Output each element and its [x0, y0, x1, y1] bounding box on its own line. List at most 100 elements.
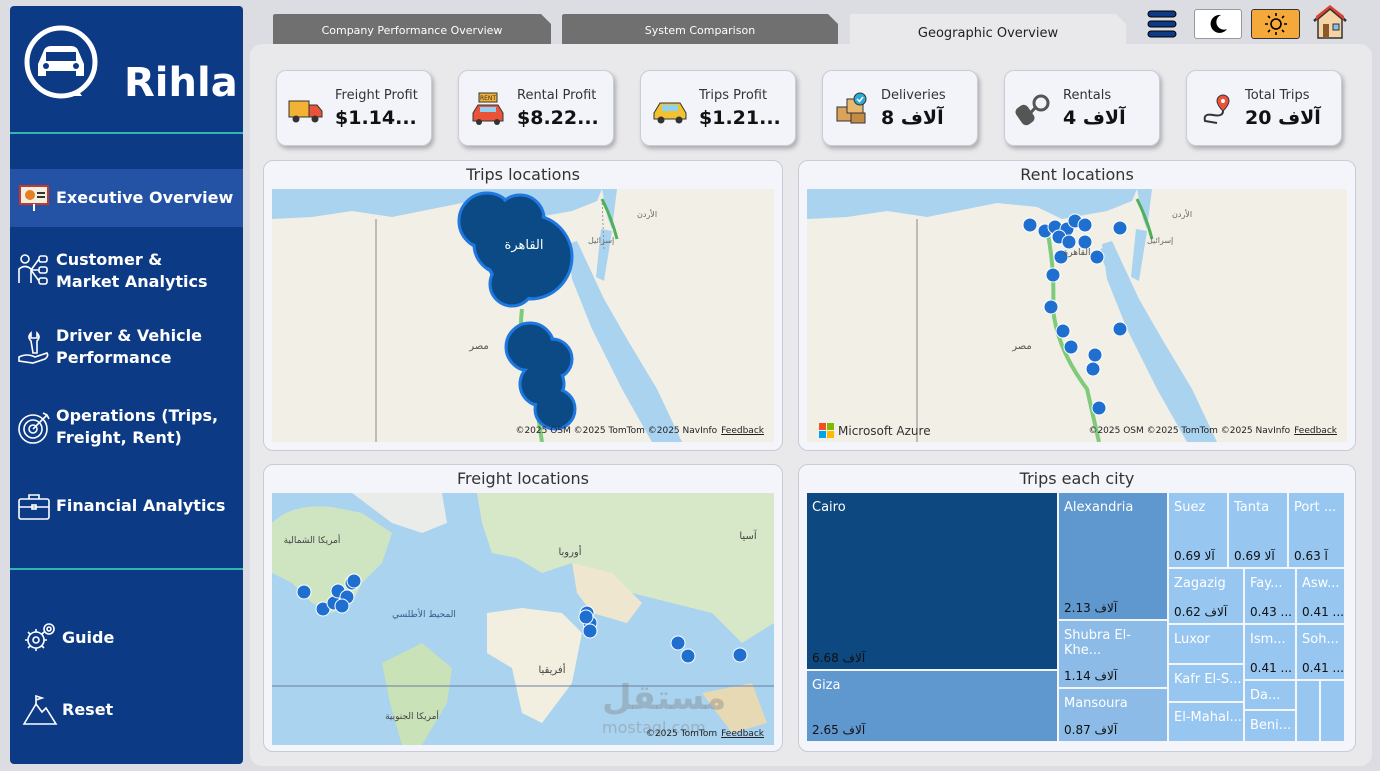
treemap: Cairo 6.68 آلاف Giza 2.65 آلاف Alexandria 2.1… — [807, 493, 1347, 743]
sidebar-item-financial-analytics[interactable]: Financial Analytics — [10, 486, 243, 526]
treemap-cell[interactable]: Beni... — [1245, 711, 1295, 741]
treemap-city-label: Zagazig — [1174, 576, 1226, 591]
tab-geographic-overview[interactable]: Geographic Overview — [850, 14, 1126, 46]
tab-label: Geographic Overview — [917, 25, 1059, 41]
map-attribution: ©2025 OSM ©2025 TomTom ©2025 NavInfo Feed… — [515, 426, 764, 436]
treemap-cell[interactable]: Mansoura 0.87 آلاف — [1059, 689, 1167, 741]
treemap-cell[interactable]: Shubra El-Khe... 1.14 آلاف — [1059, 621, 1167, 687]
treemap-value-label: 2.65 آلاف — [812, 723, 866, 737]
treemap-cell[interactable]: Ism... 0.41 ... — [1245, 625, 1295, 679]
taxi-icon — [653, 102, 687, 124]
treemap-cell[interactable]: Kafr El-S... — [1169, 665, 1243, 701]
treemap-city-label: Da... — [1250, 688, 1281, 703]
kpi-title: Freight Profit — [335, 88, 418, 103]
target-icon — [18, 412, 50, 444]
rent-map[interactable]: مصر القاهرة الأردن إسرائيل Microsoft Azu… — [807, 189, 1347, 442]
treemap-cell[interactable]: Asw... 0.41 ... — [1297, 569, 1344, 623]
map-label-israel: إسرائيل — [1147, 236, 1173, 246]
treemap-city-label: Beni... — [1250, 718, 1292, 733]
kpi-freight-profit[interactable]: Freight Profit $1.14... — [276, 70, 432, 146]
treemap-value-label: 2.13 آلاف — [1064, 601, 1118, 615]
map-attribution: ©2025 TomTom Feedback — [645, 729, 764, 739]
treemap-cell[interactable]: Suez 0.69 آلا — [1169, 493, 1227, 567]
map-label-south-america: أمريكا الجنوبية — [385, 710, 439, 722]
light-mode-button[interactable] — [1251, 9, 1300, 39]
kpi-title: Rentals — [1063, 88, 1112, 103]
feedback-link[interactable]: Feedback — [721, 729, 764, 739]
wrench-hand-icon — [18, 331, 49, 364]
treemap-value-label: 0.41 ... — [1250, 661, 1292, 675]
freight-map[interactable]: أمريكا الشمالية أوروبا آسيا المحيط الأطل… — [272, 493, 774, 745]
map-label-egypt: مصر — [1011, 341, 1032, 352]
treemap-value-label: 6.68 آلاف — [812, 651, 866, 665]
sidebar-item-label: Driver & Vehicle Performance — [56, 326, 202, 367]
map-label-atlantic: المحيط الأطلسي — [392, 608, 456, 620]
freight-locations-card: Freight locations أمريكا الشمالية أوروبا… — [263, 464, 783, 752]
treemap-city-label: Luxor — [1174, 632, 1210, 647]
sidebar-item-customer-market-analytics[interactable]: Customer & Market Analytics — [10, 246, 243, 296]
kpi-deliveries[interactable]: Deliveries آلاف 8 — [822, 70, 978, 146]
sidebar-item-operations[interactable]: Operations (Trips, Freight, Rent) — [10, 402, 243, 452]
stack-menu-icon — [1147, 10, 1177, 38]
kpi-trips-profit[interactable]: Trips Profit $1.21... — [640, 70, 796, 146]
divider — [10, 132, 243, 134]
sidebar-item-executive-overview[interactable]: Executive Overview — [10, 169, 243, 227]
brand-name: Rihla — [124, 60, 238, 106]
card-title: Rent locations — [1020, 165, 1134, 184]
guide-button[interactable]: Guide — [10, 618, 243, 658]
treemap-cell[interactable]: Fay... 0.43 ... — [1245, 569, 1295, 623]
briefcase-icon — [18, 494, 50, 520]
treemap-cell[interactable]: El-Mahal... — [1169, 703, 1243, 741]
treemap-cell[interactable]: Giza 2.65 آلاف — [807, 671, 1057, 741]
treemap-cell[interactable] — [1321, 681, 1344, 741]
svg-text:RENT: RENT — [480, 95, 496, 102]
treemap-value-label: 0.69 آلا — [1234, 549, 1275, 563]
kpi-title: Total Trips — [1245, 88, 1310, 103]
brand-logo: Rihla — [24, 24, 238, 120]
treemap-value-label: 0.69 آلا — [1174, 549, 1215, 563]
treemap-cell[interactable]: Cairo 6.68 آلاف — [807, 493, 1057, 669]
kpi-title: Trips Profit — [699, 88, 768, 103]
kpi-rentals[interactable]: Rentals آلاف 4 — [1004, 70, 1160, 146]
home-icon — [1313, 5, 1347, 39]
treemap-value-label: 1.14 آلاف — [1064, 669, 1118, 683]
treemap-cell[interactable]: Alexandria 2.13 آلاف — [1059, 493, 1167, 619]
map-label-israel: إسرائيل — [588, 236, 614, 246]
treemap-cell[interactable]: Luxor — [1169, 625, 1243, 663]
home-button[interactable] — [1310, 3, 1350, 41]
tab-system-comparison[interactable]: System Comparison — [562, 14, 838, 46]
feedback-link[interactable]: Feedback — [1294, 426, 1337, 436]
tab-company-performance[interactable]: Company Performance Overview — [273, 14, 551, 46]
treemap-city-label: Mansoura — [1064, 696, 1128, 711]
feedback-link[interactable]: Feedback — [721, 426, 764, 436]
trips-map[interactable]: القاهرة مصر الأردن إسرائيل ©2025 OSM ©20… — [272, 189, 774, 442]
reset-label: Reset — [62, 700, 114, 719]
treemap-cell[interactable]: Port ... 0.63 آ — [1289, 493, 1344, 567]
sidebar-item-driver-vehicle-performance[interactable]: Driver & Vehicle Performance — [10, 322, 243, 372]
people-network-icon — [18, 254, 48, 285]
map-label-jordan: الأردن — [637, 209, 657, 219]
treemap-value-label: 0.43 ... — [1250, 605, 1292, 619]
treemap-city-label: Ism... — [1250, 632, 1286, 647]
kpi-value: $1.14... — [335, 107, 417, 129]
menu-button[interactable] — [1144, 9, 1180, 39]
treemap-cell[interactable]: Soh... 0.41 ... — [1297, 625, 1344, 679]
kpi-total-trips[interactable]: Total Trips آلاف 20 — [1186, 70, 1342, 146]
sidebar-item-label: Customer & Market Analytics — [56, 250, 208, 291]
treemap-city-label: Soh... — [1302, 632, 1339, 647]
treemap-cell[interactable] — [1297, 681, 1319, 741]
reset-button[interactable]: Reset — [10, 690, 243, 730]
moon-icon — [1210, 14, 1227, 33]
treemap-city-label: Alexandria — [1064, 500, 1134, 515]
boxes-icon — [836, 92, 867, 124]
kpi-value: آلاف 4 — [1063, 107, 1126, 129]
treemap-city-label: Giza — [812, 678, 841, 693]
treemap-cell[interactable]: Tanta 0.69 آلا — [1229, 493, 1287, 567]
treemap-value-label: 0.41 ... — [1302, 661, 1344, 675]
mountain-flag-icon — [22, 694, 58, 725]
treemap-cell[interactable]: Zagazig 0.62 آلاف — [1169, 569, 1243, 623]
treemap-cell[interactable]: Da... — [1245, 681, 1295, 709]
treemap-city-label: Suez — [1174, 500, 1206, 515]
dark-mode-button[interactable] — [1194, 9, 1242, 39]
kpi-rental-profit[interactable]: RENT Rental Profit $8.22... — [458, 70, 614, 146]
